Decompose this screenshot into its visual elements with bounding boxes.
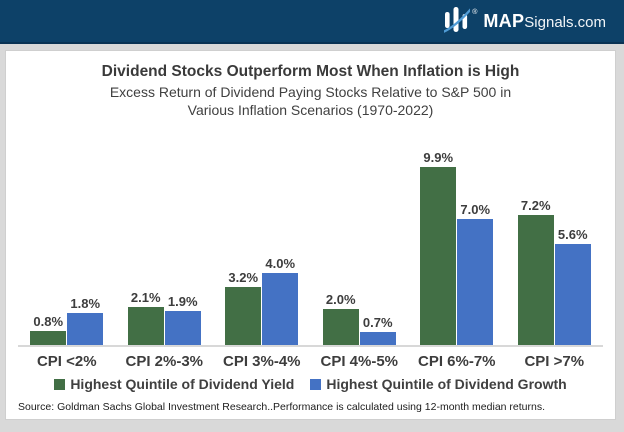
bar-yield (322, 309, 359, 346)
bar-wrap-growth: 0.7% (359, 315, 396, 346)
legend-item-growth: Highest Quintile of Dividend Growth (310, 376, 567, 393)
chart-panel: Dividend Stocks Outperform Most When Inf… (5, 50, 616, 420)
bar-wrap-growth: 1.8% (67, 296, 104, 346)
chart-subtitle-line2: Various Inflation Scenarios (1970-2022) (187, 102, 434, 119)
legend-swatch-icon (54, 378, 66, 390)
bar-yield (225, 287, 262, 346)
bar-yield (517, 215, 554, 346)
bar-group: 0.8% 1.8% (18, 296, 116, 346)
bar-growth (457, 219, 494, 346)
bar-growth (164, 311, 201, 346)
brand-name-map: MAP (483, 10, 525, 31)
bar-growth (262, 273, 299, 346)
chart-subtitle-line1: Excess Return of Dividend Paying Stocks … (109, 84, 512, 100)
chart-title: Dividend Stocks Outperform Most When Inf… (101, 63, 520, 80)
category-label: CPI 4%-5% (320, 353, 399, 371)
legend-swatch-icon (310, 378, 322, 390)
plot-wrap: 0.8% 1.8% 2.1% 1.9% 3.2% 4.0% 2.0% 0.7% 9.9% 7.0%… (18, 125, 603, 370)
bar-wrap-growth: 1.9% (164, 294, 201, 346)
mapsignals-bars-icon (442, 4, 473, 38)
bar-yield (30, 331, 67, 346)
bar-group: 2.0% 0.7% (311, 292, 409, 346)
bar-growth (554, 244, 591, 346)
bar-value-label: 1.8% (70, 296, 101, 312)
bar-wrap-growth: 7.0% (457, 202, 494, 346)
bar-value-label: 2.0% (325, 292, 356, 308)
legend-item-yield: Highest Quintile of Dividend Yield (54, 376, 294, 392)
bar-value-label: 0.8% (33, 314, 64, 330)
bar-yield (420, 167, 457, 346)
bar-growth (67, 313, 104, 346)
category-row: CPI <2% CPI 2%-3% CPI 3%-4% CPI 4%-5% CPI 6%… (18, 353, 603, 370)
category-label: CPI 3%-4% (222, 353, 301, 371)
bar-wrap-growth: 5.6% (554, 227, 591, 346)
plot-area: 0.8% 1.8% 2.1% 1.9% 3.2% 4.0% 2.0% 0.7% 9.9% 7.0%… (18, 125, 604, 348)
bar-wrap-yield: 0.8% (30, 314, 67, 346)
bar-value-label: 0.7% (362, 315, 393, 331)
bar-wrap-yield: 7.2% (517, 198, 554, 346)
legend-label: Highest Quintile of Dividend Yield (70, 376, 295, 393)
bar-group: 2.1% 1.9% (116, 290, 214, 346)
chart-subtitle: Excess Return of Dividend Paying Stocks … (6, 83, 615, 119)
registered-mark: ® (472, 8, 478, 16)
bar-growth (359, 332, 396, 346)
header-bar: ® MAP Signals.com (0, 0, 624, 44)
category-label: CPI 6%-7% (417, 353, 496, 371)
brand-name: MAP Signals.com (483, 11, 606, 32)
bar-wrap-growth: 4.0% (262, 256, 299, 346)
bar-wrap-yield: 2.1% (127, 290, 164, 346)
bar-value-label: 9.9% (423, 150, 454, 166)
bar-wrap-yield: 9.9% (420, 150, 457, 346)
category-label: CPI 2%-3% (125, 353, 204, 371)
bar-value-label: 7.0% (460, 202, 491, 218)
bar-group: 9.9% 7.0% (408, 150, 506, 346)
legend-label: Highest Quintile of Dividend Growth (326, 376, 567, 393)
category-label: CPI >7% (524, 353, 585, 371)
brand-name-signals: Signals.com (524, 13, 606, 31)
bar-group: 7.2% 5.6% (506, 198, 604, 346)
bar-value-label: 5.6% (557, 227, 588, 243)
bar-value-label: 1.9% (167, 294, 198, 310)
mapsignals-logo[interactable]: ® MAP Signals.com (442, 4, 606, 38)
source-note: Source: Goldman Sachs Global Investment … (18, 401, 546, 414)
bar-value-label: 2.1% (130, 290, 161, 306)
bar-group: 3.2% 4.0% (213, 256, 311, 346)
bar-wrap-yield: 3.2% (225, 270, 262, 346)
category-label: CPI <2% (36, 353, 97, 371)
bar-yield (127, 307, 164, 346)
legend: Highest Quintile of Dividend Yield Highes… (6, 376, 615, 392)
bar-value-label: 3.2% (228, 270, 259, 286)
bar-value-label: 7.2% (520, 198, 551, 214)
bar-value-label: 4.0% (265, 256, 296, 272)
bar-wrap-yield: 2.0% (322, 292, 359, 346)
